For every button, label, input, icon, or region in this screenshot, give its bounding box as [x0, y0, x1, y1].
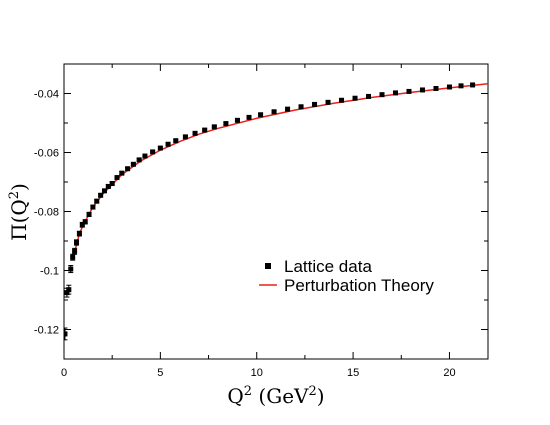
lattice-data-point	[86, 211, 92, 218]
lattice-data-point	[325, 99, 331, 105]
y-tick-label: -0.08	[34, 207, 59, 219]
y-tick-label: -0.06	[34, 148, 59, 160]
lattice-data-point	[114, 175, 120, 181]
lattice-data-point	[150, 149, 156, 155]
lattice-data-point	[157, 145, 163, 151]
lattice-data-point	[119, 170, 125, 176]
lattice-data-point	[246, 114, 252, 120]
lattice-data-point	[76, 230, 82, 237]
lattice-data-point	[366, 93, 372, 99]
y-axis: -0.12 -0.1 -0.08 -0.06 -0.04	[34, 63, 488, 360]
legend: Lattice data Perturbation Theory	[259, 257, 434, 295]
y-tick-label: -0.1	[40, 266, 59, 278]
lattice-data-point	[136, 157, 142, 163]
lattice-data-point	[74, 239, 80, 246]
lattice-data-point	[165, 141, 171, 147]
x-tick-label: 10	[251, 367, 263, 379]
lattice-data-point	[339, 97, 345, 103]
legend-marker-lattice	[265, 263, 271, 269]
lattice-data-point	[298, 104, 304, 110]
y-tick-label: -0.04	[34, 89, 59, 101]
lattice-data-point	[82, 219, 88, 225]
lattice-data-point	[72, 247, 78, 255]
legend-label-lattice: Lattice data	[284, 257, 372, 276]
x-axis: 0 5 10 15 20	[61, 64, 456, 379]
lattice-data-point	[90, 204, 96, 210]
lattice-data-point	[406, 88, 412, 94]
lattice-data-point	[202, 127, 208, 133]
lattice-data-point	[285, 106, 291, 112]
lattice-data-point	[130, 161, 136, 167]
lattice-data-point	[66, 284, 72, 295]
lattice-data-point	[258, 112, 264, 118]
lattice-data-point	[419, 87, 425, 93]
y-axis-title: Π(Q2)	[7, 183, 31, 241]
x-tick-label: 20	[443, 367, 455, 379]
lattice-data-point	[70, 253, 76, 261]
lattice-data-point	[470, 82, 476, 88]
lattice-data-point	[433, 85, 439, 91]
lattice-data-point	[64, 327, 68, 341]
x-axis-title: Q2 (GeV2)	[227, 384, 324, 408]
lattice-data-point	[312, 101, 318, 107]
lattice-data-point	[234, 117, 240, 123]
plot-frame	[63, 63, 489, 360]
lattice-data-point	[142, 153, 148, 159]
lattice-data-point	[458, 83, 464, 89]
lattice-data-point	[94, 198, 100, 204]
plot-area	[64, 82, 488, 341]
perturbation-theory-line	[72, 83, 488, 256]
lattice-data-point	[392, 90, 398, 96]
lattice-data-point	[125, 166, 131, 172]
lattice-data-point	[101, 188, 107, 194]
lattice-data-point	[105, 183, 111, 189]
lattice-data-point	[109, 180, 115, 186]
lattice-data-point	[379, 92, 385, 98]
x-tick-label: 5	[157, 367, 163, 379]
lattice-data-point	[192, 130, 198, 136]
lattice-data-point	[352, 95, 358, 101]
legend-label-perturbation: Perturbation Theory	[284, 276, 434, 295]
lattice-data-point	[446, 84, 452, 90]
lattice-data-point	[68, 264, 74, 274]
lattice-data-point	[173, 138, 179, 144]
lattice-data-point	[211, 124, 217, 130]
lattice-data-point	[182, 134, 188, 140]
lattice-data-point	[223, 121, 229, 127]
x-tick-label: 0	[61, 367, 67, 379]
y-tick-label: -0.12	[34, 325, 59, 337]
x-tick-label: 15	[347, 367, 359, 379]
lattice-data-point	[271, 109, 277, 115]
lattice-data-point	[98, 192, 104, 198]
